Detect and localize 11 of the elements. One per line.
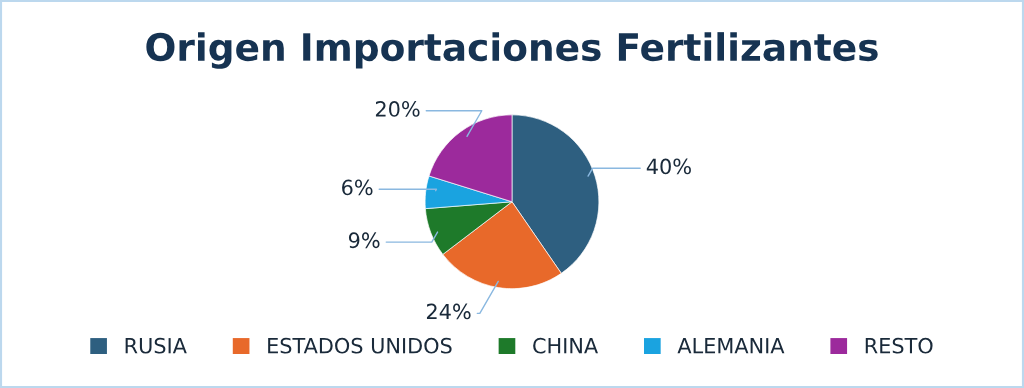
legend-label: RUSIA <box>125 337 187 354</box>
data-label: 6% <box>342 179 373 196</box>
legend-label: ALEMANIA <box>677 338 785 354</box>
data-label: 20% <box>375 101 420 117</box>
data-label: 9% <box>348 232 380 249</box>
data-label: 40% <box>646 158 691 175</box>
legend-label: CHINA <box>533 337 598 354</box>
data-label: 24% <box>426 303 471 320</box>
legend-label: ESTADOS UNIDOS <box>268 337 452 354</box>
legend-label: RESTO <box>865 337 933 354</box>
chart-title: Origen Importaciones Fertilizantes <box>146 32 878 69</box>
